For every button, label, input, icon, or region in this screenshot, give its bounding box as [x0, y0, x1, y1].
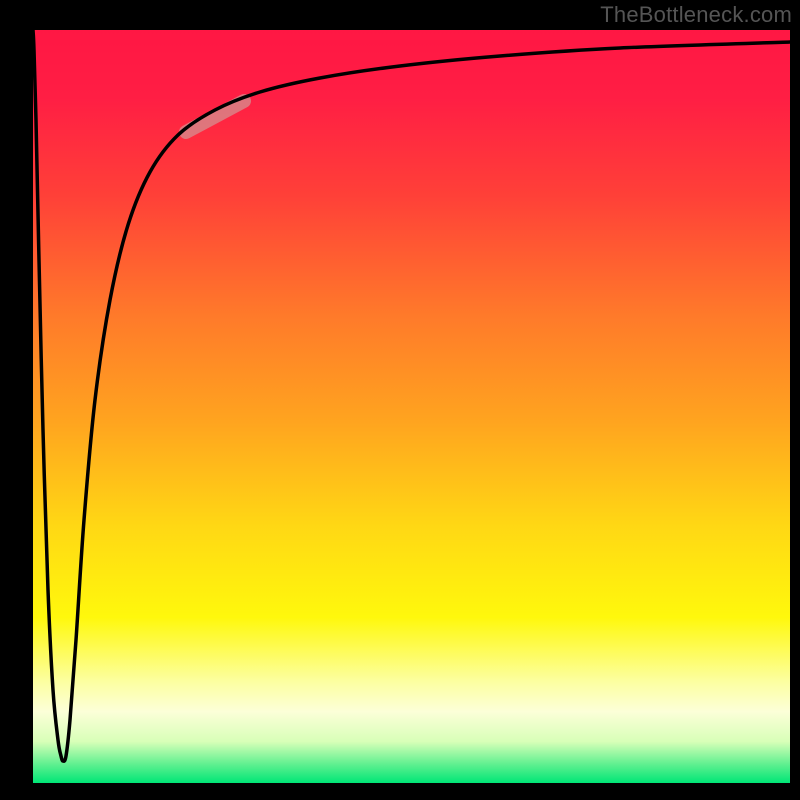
bottleneck-curve: [33, 30, 790, 761]
chart-svg: [0, 0, 800, 800]
watermark-text: TheBottleneck.com: [600, 2, 792, 28]
curve-highlight: [186, 101, 244, 132]
chart-container: TheBottleneck.com: [0, 0, 800, 800]
plot-area: [33, 30, 790, 783]
